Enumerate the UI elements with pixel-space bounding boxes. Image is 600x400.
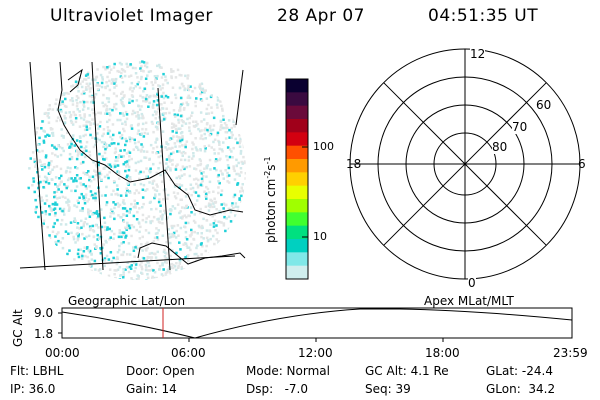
- grid-meridian: [29, 61, 46, 271]
- geographic-image: [19, 60, 246, 280]
- coastline-south: [137, 242, 246, 265]
- colorbar-swatch: [286, 119, 308, 133]
- grid-meridian: [157, 87, 171, 271]
- colorbar-swatch: [286, 239, 308, 253]
- status-gain: Gain: 14: [126, 382, 177, 396]
- colorbar-tick-10: 10: [313, 230, 327, 243]
- status-door: Door: Open: [126, 364, 195, 378]
- polar-diagonal: [383, 82, 547, 246]
- colorbar-swatch: [286, 132, 308, 147]
- status-glon: GLon: 34.2: [486, 382, 556, 396]
- orbit-xtick: 12:00: [298, 346, 333, 360]
- colorbar-swatch: [286, 105, 308, 120]
- orbit-xtick: 18:00: [425, 346, 460, 360]
- status-dsp: Dsp: -7.0: [246, 382, 309, 396]
- orbit-plot-frame: [61, 307, 573, 339]
- status-ip: IP: 36.0: [10, 382, 56, 396]
- orbit-ytick-high: 9.0: [34, 306, 54, 320]
- colorbar: [285, 78, 309, 280]
- coastline-island: [67, 68, 83, 93]
- colorbar-swatch: [286, 252, 308, 267]
- orbit-xtick: 06:00: [171, 346, 206, 360]
- polar-mlat-mlt-plot: [349, 48, 581, 280]
- orbit-altitude-plot: [58, 307, 573, 342]
- mlt-label-12: 12: [470, 47, 486, 61]
- orbit-xtick: 00:00: [45, 346, 80, 360]
- orbit-altitude-curve: [61, 308, 573, 339]
- grid-parallel: [19, 255, 236, 269]
- status-glat: GLat: -24.4: [486, 364, 553, 378]
- colorbar-tick-100: 100: [313, 140, 334, 153]
- auroral-emission-dots: [27, 60, 246, 280]
- polar-panel-label: Apex MLat/MLT: [424, 294, 514, 308]
- mlat-label-60: 60: [536, 98, 552, 112]
- date-label: 28 Apr 07: [277, 6, 365, 26]
- time-label: 04:51:35 UT: [428, 6, 539, 26]
- colorbar-swatch: [286, 212, 308, 227]
- colorbar-swatch: [286, 159, 308, 173]
- status-gc-alt: GC Alt: 4.1 Re: [365, 364, 449, 378]
- geographic-panel-label: Geographic Lat/Lon: [68, 294, 186, 308]
- mlat-label-70: 70: [512, 120, 528, 134]
- mlat-label-80: 80: [492, 140, 508, 154]
- status-filter: Flt: LBHL: [10, 364, 64, 378]
- mlt-label-18: 18: [346, 157, 362, 171]
- status-seq: Seq: 39: [365, 382, 411, 396]
- colorbar-swatch: [286, 145, 308, 160]
- grid-meridian: [91, 61, 104, 271]
- instrument-title: Ultraviolet Imager: [50, 6, 213, 26]
- colorbar-swatch: [286, 199, 308, 213]
- colorbar-swatch: [286, 265, 308, 280]
- orbit-xtick: 23:59: [553, 346, 588, 360]
- coastline: [57, 61, 244, 216]
- mlt-label-0: 0: [468, 276, 476, 290]
- colorbar-swatch: [286, 185, 308, 200]
- orbit-ytick-low: 1.8: [34, 327, 54, 341]
- orbit-ylabel: GC Alt: [11, 309, 25, 347]
- colorbar-swatch: [286, 92, 308, 107]
- grid-meridian: [235, 69, 244, 126]
- mlt-label-6: 6: [578, 157, 586, 171]
- colorbar-swatch: [286, 172, 308, 187]
- colorbar-swatch: [286, 225, 308, 240]
- status-mode: Mode: Normal: [246, 364, 330, 378]
- colorbar-swatch: [286, 79, 308, 93]
- colorbar-unit-label: photon cm-2s-1: [263, 156, 278, 243]
